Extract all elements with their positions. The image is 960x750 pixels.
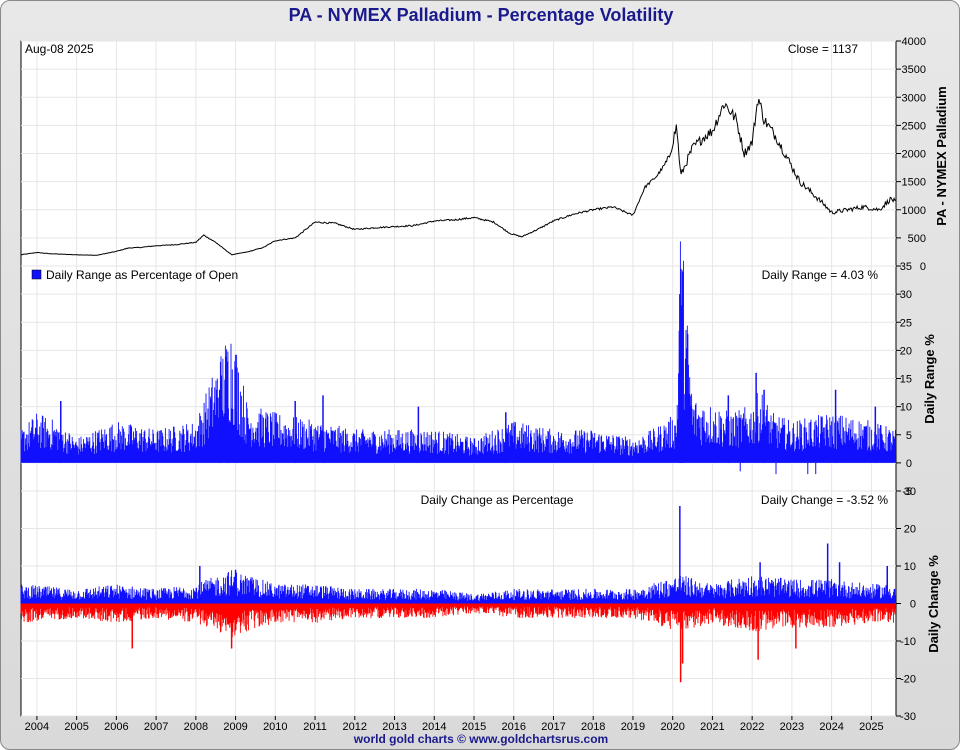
change-readout: Daily Change = -3.52 % — [761, 493, 888, 507]
x-tick-label: 2022 — [740, 721, 764, 733]
footer-credit: world gold charts © www.goldchartsrus.co… — [353, 732, 609, 746]
y-tick-label: 10 — [904, 561, 916, 573]
x-tick-label: 2006 — [104, 721, 128, 733]
x-tick-label: 2023 — [780, 721, 804, 733]
x-tick-label: 2014 — [422, 721, 446, 733]
y-tick-label: 5 — [906, 430, 912, 442]
y-tick-label: 0 — [910, 599, 916, 611]
x-tick-label: 2019 — [621, 721, 645, 733]
y-tick-label: 25 — [900, 317, 912, 329]
range-bars — [20, 241, 896, 463]
range-legend-label: Daily Range as Percentage of Open — [46, 268, 238, 282]
price-series-line — [21, 98, 897, 256]
y-tick-label: 3000 — [902, 92, 926, 104]
y-tick-label: 500 — [908, 233, 926, 245]
y-tick-label: 15 — [900, 374, 912, 386]
price-axis-label: PA - NYMEX Palladium — [934, 86, 949, 225]
x-tick-label: 2010 — [263, 721, 287, 733]
x-tick-label: 2024 — [819, 721, 843, 733]
change-down-bars — [20, 603, 896, 637]
x-tick-label: 2021 — [700, 721, 724, 733]
x-tick-label: 2025 — [859, 721, 883, 733]
y-tick-label: -30 — [900, 711, 916, 723]
y-tick-label: 2000 — [902, 149, 926, 161]
x-tick-label: 2013 — [382, 721, 406, 733]
range-axis-label: Daily Range % — [922, 334, 937, 424]
y-tick-label: 30 — [904, 486, 916, 498]
change-axis-label: Daily Change % — [926, 555, 941, 653]
change-legend-label: Daily Change as Percentage — [421, 493, 574, 507]
y-tick-label: 1000 — [902, 205, 926, 217]
x-tick-label: 2020 — [660, 721, 684, 733]
y-tick-label: 3500 — [902, 64, 926, 76]
y-tick-label: 30 — [900, 289, 912, 301]
y-tick-label: 2500 — [902, 120, 926, 132]
date-label: Aug-08 2025 — [25, 42, 94, 56]
x-tick-label: 2007 — [144, 721, 168, 733]
legend-swatch — [31, 269, 42, 280]
y-tick-label: 0 — [920, 261, 926, 273]
change-up-bars — [20, 570, 896, 604]
y-tick-label: 35 — [900, 261, 912, 273]
x-tick-label: 2011 — [303, 721, 327, 733]
y-tick-label: 20 — [904, 524, 916, 536]
y-tick-label: 20 — [900, 345, 912, 357]
y-tick-label: -20 — [900, 674, 916, 686]
close-readout: Close = 1137 — [788, 42, 858, 56]
x-tick-label: 2015 — [462, 721, 486, 733]
y-tick-label: 10 — [900, 402, 912, 414]
x-tick-label: 2005 — [64, 721, 88, 733]
x-tick-label: 2009 — [223, 721, 247, 733]
y-tick-label: 4000 — [902, 36, 926, 48]
y-tick-label: -10 — [900, 636, 916, 648]
x-tick-label: 2018 — [581, 721, 605, 733]
range-readout: Daily Range = 4.03 % — [762, 268, 879, 282]
y-tick-label: 0 — [906, 458, 912, 470]
x-tick-label: 2016 — [501, 721, 525, 733]
y-tick-label: 1500 — [902, 177, 926, 189]
x-tick-label: 2008 — [184, 721, 208, 733]
x-tick-label: 2017 — [541, 721, 565, 733]
x-tick-label: 2004 — [25, 721, 49, 733]
x-tick-label: 2012 — [343, 721, 367, 733]
chart-title: PA - NYMEX Palladium - Percentage Volati… — [288, 5, 674, 25]
y-tick-label: -5 — [902, 486, 912, 498]
